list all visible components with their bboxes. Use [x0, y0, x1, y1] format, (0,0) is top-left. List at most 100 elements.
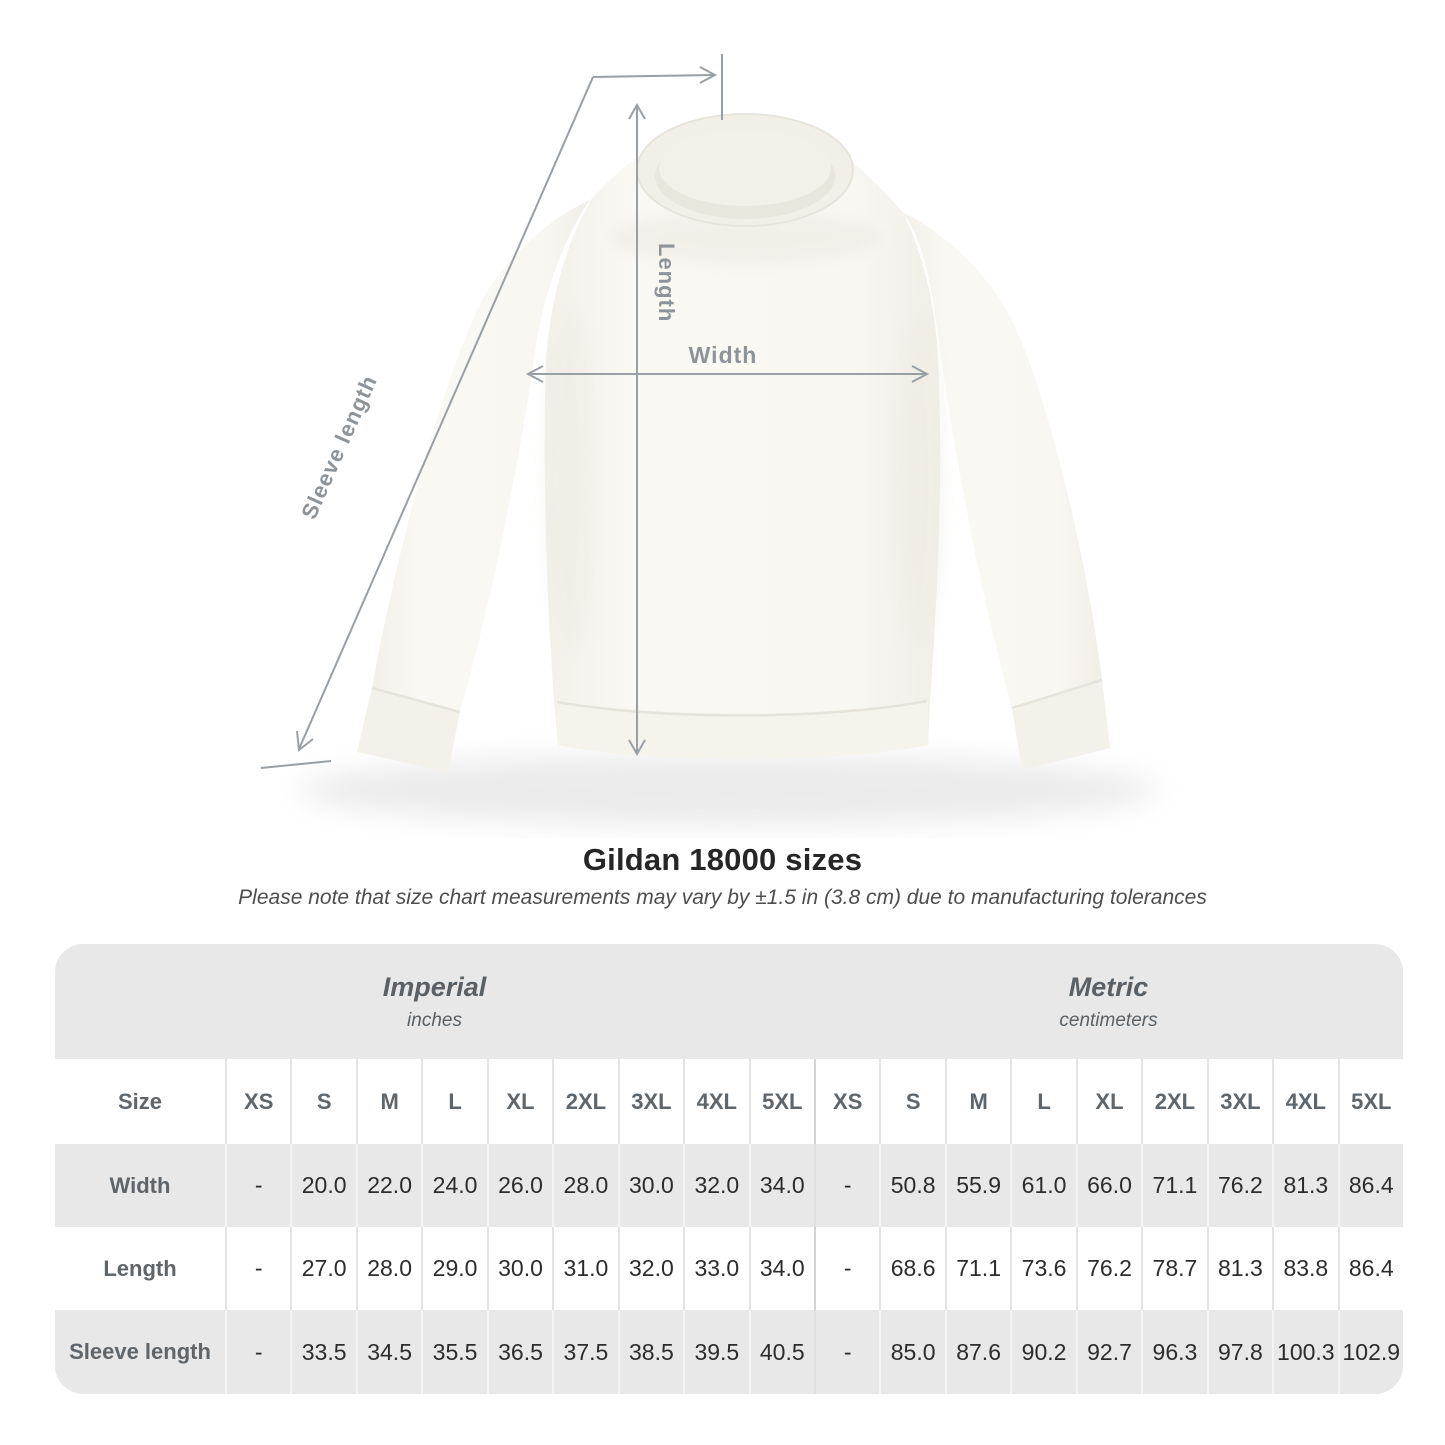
- value-cell: 102.9: [1337, 1310, 1403, 1394]
- value-cell: 55.9: [944, 1144, 1010, 1227]
- waistband-seam: [556, 699, 928, 717]
- size-col-header: XS: [813, 1059, 879, 1144]
- value-cell: 33.0: [683, 1227, 748, 1310]
- unit-section-imperial: Imperial inches: [55, 944, 814, 1059]
- value-cell: 71.1: [1141, 1144, 1206, 1227]
- unit-sub-imperial: inches: [407, 1009, 462, 1031]
- size-col-header: L: [1010, 1059, 1075, 1144]
- value-cell: 22.0: [355, 1144, 421, 1227]
- collar-inner-back: [659, 130, 831, 206]
- waistband: [556, 700, 928, 760]
- tolerance-note: Please note that size chart measurements…: [238, 886, 1207, 909]
- size-col-header: 5XL: [1337, 1059, 1403, 1144]
- size-col-header: 2XL: [552, 1059, 617, 1144]
- left-side-shade: [544, 310, 596, 650]
- table-row-sleeve-length: Sleeve length - 33.5 34.5 35.5 36.5 37.5…: [55, 1310, 1403, 1394]
- unit-section-metric: Metric centimeters: [814, 944, 1403, 1059]
- garment-shadow: [298, 754, 1158, 826]
- value-cell: -: [813, 1227, 879, 1310]
- width-arrowhead-left-icon: [525, 365, 544, 383]
- value-cell: 28.0: [552, 1144, 617, 1227]
- value-cell: 27.0: [290, 1227, 355, 1310]
- value-cell: 20.0: [290, 1144, 355, 1227]
- left-cuff-seam: [371, 686, 461, 714]
- size-table: Imperial inches Metric centimeters Size …: [55, 944, 1403, 1394]
- value-cell: 87.6: [944, 1310, 1010, 1394]
- value-cell: 66.0: [1075, 1144, 1141, 1227]
- table-row-length: Length - 27.0 28.0 29.0 30.0 31.0 32.0 3…: [55, 1227, 1403, 1310]
- value-cell: 30.0: [617, 1144, 683, 1227]
- size-header-row: Size XS S M L XL 2XL 3XL 4XL 5XL XS S M …: [55, 1059, 1403, 1144]
- sweatshirt-graphic: Length Width Sleeve length: [260, 54, 1158, 826]
- sleeve-diagonal-line: [298, 76, 594, 750]
- table-row-width: Width - 20.0 22.0 24.0 26.0 28.0 30.0 32…: [55, 1144, 1403, 1227]
- measurement-lines: [260, 54, 930, 769]
- value-cell: -: [225, 1227, 290, 1310]
- value-cell: 90.2: [1010, 1310, 1075, 1394]
- left-sleeve: [372, 200, 590, 712]
- sweatshirt-measurement-diagram: Length Width Sleeve length: [260, 54, 1158, 826]
- row-label: Width: [109, 1172, 171, 1198]
- size-col-header: 2XL: [1141, 1059, 1206, 1144]
- width-arrowhead-right-icon: [911, 365, 930, 383]
- value-cell: 86.4: [1337, 1227, 1403, 1310]
- right-cuff-seam: [1011, 678, 1103, 710]
- value-cell: 34.0: [748, 1144, 814, 1227]
- size-col-header: 4XL: [1272, 1059, 1337, 1144]
- value-cell: 85.0: [879, 1310, 944, 1394]
- unit-sub-metric: centimeters: [1059, 1009, 1158, 1031]
- size-col-header: XS: [225, 1059, 290, 1144]
- value-cell: 83.8: [1272, 1227, 1337, 1310]
- unit-name-metric: Metric: [1068, 971, 1149, 1002]
- length-arrowhead-bottom-icon: [628, 739, 646, 757]
- left-cuff: [357, 688, 460, 772]
- value-cell: 78.7: [1141, 1227, 1206, 1310]
- unit-name-imperial: Imperial: [382, 971, 487, 1002]
- size-col-header: M: [944, 1059, 1010, 1144]
- value-cell: 97.8: [1206, 1310, 1272, 1394]
- unit-header-band: Imperial inches Metric centimeters: [55, 944, 1403, 1059]
- size-col-header: 4XL: [683, 1059, 748, 1144]
- value-cell: 81.3: [1272, 1144, 1337, 1227]
- size-col-header: S: [290, 1059, 355, 1144]
- size-col-header: 3XL: [1206, 1059, 1272, 1144]
- row-label: Sleeve length: [69, 1339, 211, 1364]
- value-cell: 34.5: [355, 1310, 421, 1394]
- neck-shadow: [610, 212, 880, 264]
- row-label: Length: [103, 1255, 177, 1281]
- size-col-header: XL: [486, 1059, 552, 1144]
- value-cell: 34.0: [748, 1227, 814, 1310]
- sleeve-arrowhead-right-icon: [699, 66, 718, 84]
- value-cell: -: [813, 1144, 879, 1227]
- right-sleeve: [902, 212, 1102, 708]
- size-col-header: 3XL: [617, 1059, 683, 1144]
- value-cell: 32.0: [683, 1144, 748, 1227]
- value-cell: 40.5: [748, 1310, 814, 1394]
- size-col-header: S: [879, 1059, 944, 1144]
- right-side-shade: [892, 310, 944, 650]
- value-cell: 73.6: [1010, 1227, 1075, 1310]
- sleeve-horizontal-line: [592, 74, 715, 78]
- value-cell: 92.7: [1075, 1310, 1141, 1394]
- value-cell: 39.5: [683, 1310, 748, 1394]
- value-cell: 100.3: [1272, 1310, 1337, 1394]
- value-cell: 26.0: [486, 1144, 552, 1227]
- value-cell: 33.5: [290, 1310, 355, 1394]
- value-cell: -: [225, 1144, 290, 1227]
- value-cell: 35.5: [421, 1310, 486, 1394]
- value-cell: 31.0: [552, 1227, 617, 1310]
- size-col-header: XL: [1075, 1059, 1141, 1144]
- size-col-header: L: [421, 1059, 486, 1144]
- value-cell: 81.3: [1206, 1227, 1272, 1310]
- value-cell: 28.0: [355, 1227, 421, 1310]
- page-title: Gildan 18000 sizes: [582, 842, 863, 877]
- value-cell: 29.0: [421, 1227, 486, 1310]
- value-cell: 24.0: [421, 1144, 486, 1227]
- size-col-header: M: [355, 1059, 421, 1144]
- right-cuff: [1012, 680, 1110, 770]
- size-col-header: 5XL: [748, 1059, 814, 1144]
- sleeve-length-label: Sleeve length: [296, 371, 382, 523]
- value-cell: 71.1: [944, 1227, 1010, 1310]
- value-cell: 96.3: [1141, 1310, 1206, 1394]
